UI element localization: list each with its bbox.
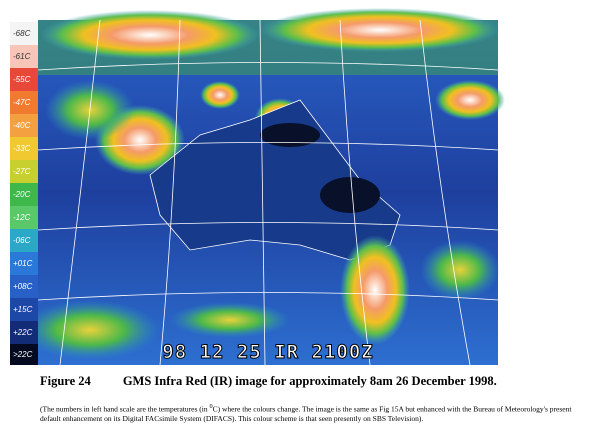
continent [150,100,400,260]
scale-label: >22C [13,350,33,359]
note-text: (The numbers in left hand scale are the … [40,404,210,414]
note-text: C) where the colours change. The image i… [40,404,572,424]
cloud [260,8,500,52]
scale-cell [10,91,38,114]
scale-label: -68C [13,29,31,38]
cloud [170,302,290,338]
cold-area [260,123,320,147]
scale-cell [10,229,38,252]
scale-label: +22C [13,328,33,337]
scale-cell [10,160,38,183]
scale-label: -40C [13,121,31,130]
scale-cell [10,344,38,365]
scale-label: -33C [13,144,31,153]
scale-cell [10,22,38,45]
figure-title: GMS Infra Red (IR) image for approximate… [122,374,497,388]
scale-cell [10,252,38,275]
cloud [40,10,260,60]
cloud [435,80,505,120]
satellite-image: -68C -61C -55C -47C -40C -33C -27C -20C … [10,8,505,366]
cloud [420,240,500,300]
scale-label: +01C [13,259,33,268]
scale-label: -61C [13,52,31,61]
scale-cell [10,321,38,344]
lat-lon-grid [37,19,499,366]
note-superscript: 0 [209,403,213,410]
scale-cell [10,275,38,298]
figure-note: (The numbers in left hand scale are the … [40,402,580,424]
scale-label: -47C [13,98,31,107]
coastline [149,99,401,261]
scale-label: -20C [13,190,31,199]
scale-cell [10,298,38,321]
image-timestamp: 98 12 25 IR 2100Z [162,341,373,363]
figure-caption: Figure 24 GMS Infra Red (IR) image for ap… [40,374,497,389]
scale-label: +08C [13,282,33,291]
scale-label: -27C [13,167,31,176]
cloud [340,235,410,345]
cloud [200,81,240,109]
scale-label: -06C [13,236,31,245]
scale-cell [10,114,38,137]
cold-area [320,177,380,213]
scale-label: +15C [13,305,33,314]
figure-number: Figure 24 [40,374,91,388]
scale-cell [10,45,38,68]
scale-cell [10,68,38,91]
scale-label: -55C [13,75,31,84]
scale-cell [10,206,38,229]
cloud [20,300,160,360]
scale-label: -12C [13,213,31,222]
temperature-scale: -68C -61C -55C -47C -40C -33C -27C -20C … [10,22,38,365]
scale-cell [10,137,38,160]
scale-cell [10,183,38,206]
